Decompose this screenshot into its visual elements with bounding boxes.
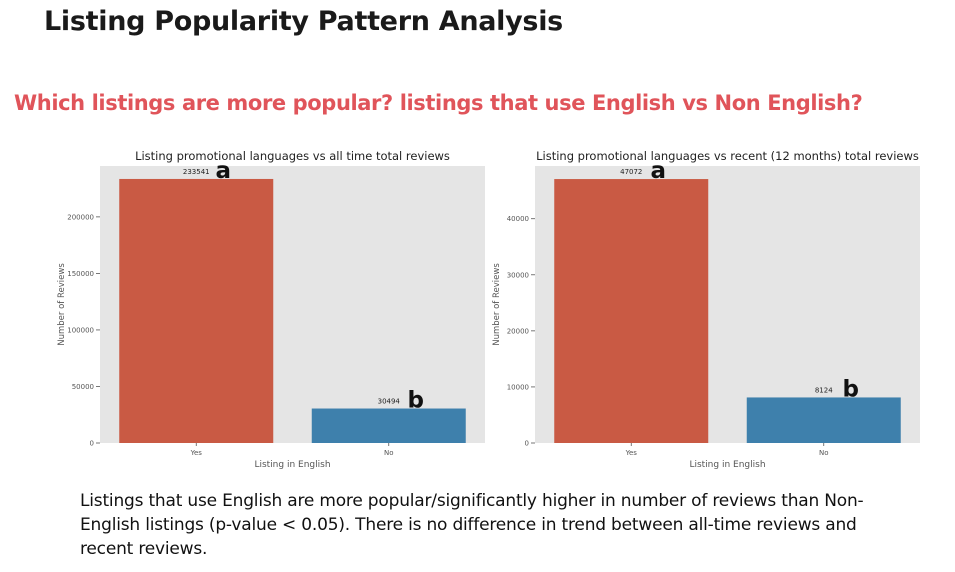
y-tick-label: 200000 [67, 213, 94, 221]
y-tick-label: 10000 [507, 383, 529, 391]
chart-recent-reviews: Listing promotional languages vs recent … [492, 149, 920, 470]
data-label: 8124 [815, 386, 833, 394]
y-tick-label: 20000 [507, 327, 529, 335]
group-letter: b [843, 376, 859, 402]
chart-title: Listing promotional languages vs recent … [536, 149, 919, 163]
y-tick-label: 0 [90, 440, 94, 448]
x-tick-label: Yes [625, 449, 638, 457]
page-subtitle: Which listings are more popular? listing… [14, 91, 863, 115]
x-axis-label: Listing in English [689, 460, 765, 470]
conclusion-text: Listings that use English are more popul… [80, 491, 864, 559]
y-axis-label: Number of Reviews [492, 263, 502, 346]
data-label: 233541 [183, 168, 210, 176]
x-tick-label: No [384, 449, 394, 457]
group-letter: b [408, 388, 424, 414]
chart-all-time-reviews: Listing promotional languages vs all tim… [57, 149, 485, 470]
data-label: 30494 [378, 398, 401, 406]
x-axis-label: Listing in English [254, 460, 330, 470]
bar-no [311, 408, 466, 443]
y-tick-label: 100000 [67, 326, 94, 334]
page-title: Listing Popularity Pattern Analysis [44, 6, 563, 37]
y-tick-label: 150000 [67, 270, 94, 278]
y-tick-label: 40000 [507, 215, 529, 223]
x-tick-label: No [819, 449, 829, 457]
chart-title: Listing promotional languages vs all tim… [135, 149, 450, 163]
bar-yes [119, 178, 274, 443]
y-tick-label: 0 [525, 440, 529, 448]
group-letter: a [215, 158, 231, 184]
data-label: 47072 [620, 168, 642, 176]
bar-yes [554, 179, 709, 443]
y-tick-label: 30000 [507, 271, 529, 279]
x-tick-label: Yes [190, 449, 203, 457]
y-tick-label: 50000 [72, 383, 94, 391]
bar-no [746, 397, 901, 443]
y-axis-label: Number of Reviews [57, 263, 67, 346]
group-letter: a [650, 158, 666, 184]
